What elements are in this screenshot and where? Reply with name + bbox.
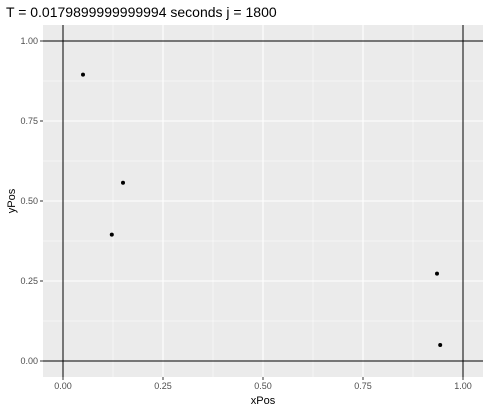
x-tick-label: 0.25 (154, 381, 172, 391)
y-tick-label: 0.25 (20, 276, 38, 286)
data-point (435, 271, 439, 276)
x-tick-label: 0.75 (354, 381, 372, 391)
y-tick-label: 0.50 (20, 196, 38, 206)
data-points (81, 72, 443, 347)
chart-title: T = 0.0179899999999994 seconds j = 1800 (6, 4, 277, 20)
y-tick-label: 0.00 (20, 356, 38, 366)
x-tick-label: 0.50 (254, 381, 272, 391)
y-axis-ticks: 0.00 0.25 0.50 0.75 1.00 (20, 36, 43, 366)
x-tick-label: 1.00 (454, 381, 472, 391)
y-axis-title: yPos (6, 188, 18, 213)
y-tick-label: 0.75 (20, 116, 38, 126)
data-point (438, 343, 443, 347)
data-point (109, 232, 114, 237)
x-tick-label: 0.00 (54, 381, 72, 391)
data-point (121, 180, 125, 185)
data-point (81, 72, 85, 77)
x-axis-title: xPos (251, 395, 276, 407)
x-axis-ticks: 0.00 0.25 0.50 0.75 1.00 (54, 377, 472, 391)
reference-lines (43, 25, 483, 377)
y-tick-label: 1.00 (20, 36, 38, 46)
